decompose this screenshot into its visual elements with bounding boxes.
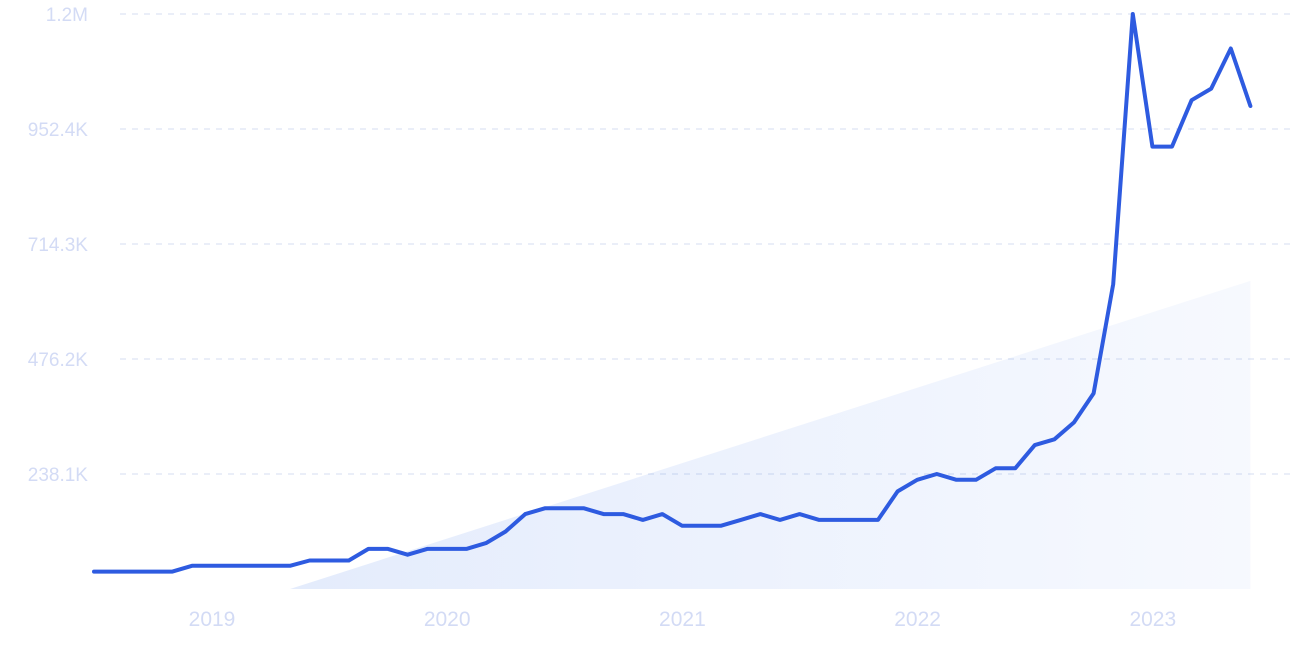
- y-axis-ticks: 1.2M 952.4K 714.3K 476.2K 238.1K: [28, 5, 89, 486]
- x-tick-label: 2020: [424, 608, 471, 631]
- y-tick-label: 714.3K: [28, 235, 89, 256]
- series-line-layer: [92, 12, 1253, 574]
- series-line: [92, 12, 1253, 574]
- trend-area-layer: [290, 280, 1251, 589]
- x-tick-label: 2023: [1129, 608, 1176, 631]
- trend-area: [290, 280, 1251, 589]
- y-tick-label: 476.2K: [28, 350, 89, 371]
- x-tick-label: 2022: [894, 608, 941, 631]
- y-tick-label: 238.1K: [28, 465, 89, 486]
- x-axis-ticks: 2019 2020 2021 2022 2023: [189, 608, 1177, 631]
- y-tick-label: 952.4K: [28, 120, 89, 141]
- y-tick-label: 1.2M: [46, 5, 88, 26]
- x-tick-label: 2021: [659, 608, 706, 631]
- x-tick-label: 2019: [189, 608, 236, 631]
